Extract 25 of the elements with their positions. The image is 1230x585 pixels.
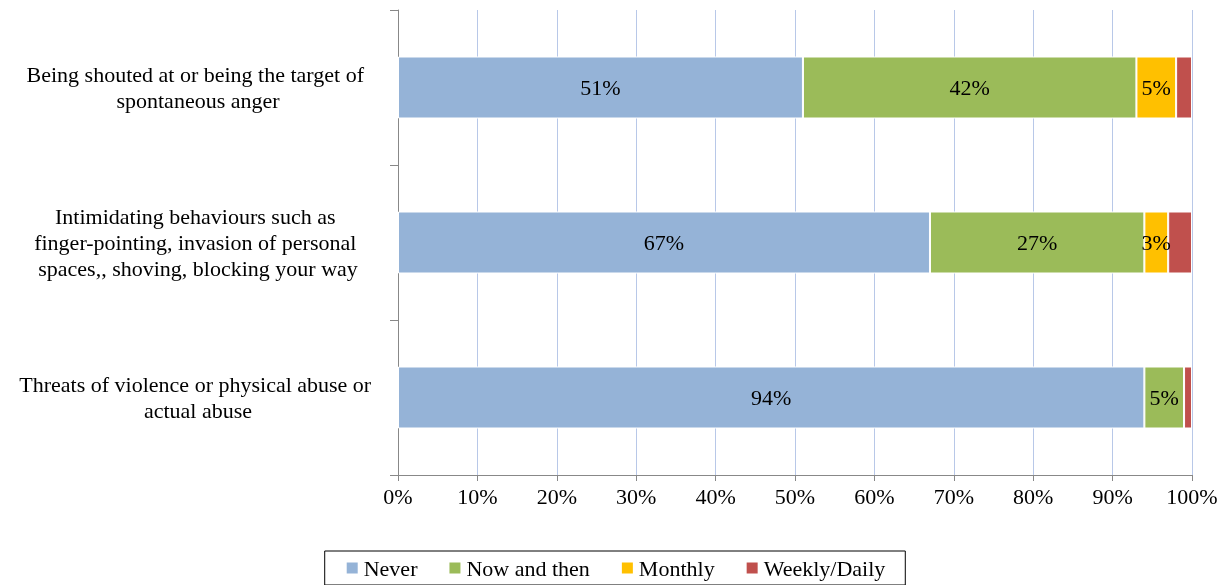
x-tick-label: 60% — [854, 483, 895, 509]
data-label: 42% — [949, 75, 990, 100]
data-label: 94% — [751, 385, 792, 410]
x-tick-label: 40% — [695, 483, 736, 509]
x-tick-label: 90% — [1092, 483, 1133, 509]
legend-label: Never — [363, 555, 419, 581]
legend-label: Now and then — [466, 555, 590, 581]
x-tick-label: 20% — [536, 483, 577, 509]
data-label: 5% — [1149, 385, 1179, 410]
x-tick-label: 30% — [616, 483, 657, 509]
x-tick-label: 50% — [774, 483, 816, 509]
data-label: 5% — [1141, 75, 1171, 100]
x-tick-label: 70% — [933, 483, 974, 509]
data-label: 27% — [1017, 230, 1058, 255]
y-tick-label: Threats of violence or physical abuse or actual abuse — [19, 372, 377, 423]
data-label: 67% — [643, 230, 685, 255]
x-tick-label: 80% — [1013, 483, 1054, 509]
x-tick-label: 100% — [1166, 483, 1218, 509]
legend-label: Weekly/Daily — [763, 555, 886, 581]
x-tick-label: 10% — [457, 483, 498, 509]
legend-label: Monthly — [638, 555, 715, 581]
y-tick-label: Intimidating behaviours such as finger-pointing, invasion of personal spaces,, shoving, blocking your way — [34, 204, 362, 281]
y-tick-label: Being shouted at or being the target of spontaneous anger — [26, 62, 370, 113]
data-label: 51% — [580, 75, 621, 100]
x-tick-label: 0% — [383, 483, 413, 509]
